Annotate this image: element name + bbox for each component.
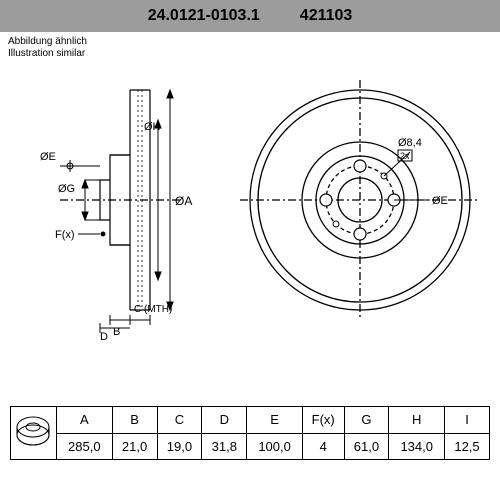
col-C: C (157, 407, 202, 434)
disc-icon (13, 411, 53, 455)
label-E-front: ØE (432, 195, 448, 207)
subtitle-en: Illustration similar (8, 48, 87, 60)
label-E-side: ØE (40, 151, 56, 163)
col-B: B (112, 407, 157, 434)
label-A: ØA (175, 194, 192, 208)
label-G: ØG (58, 183, 75, 195)
table-header-row: A B C D E F(x) G H I (11, 407, 490, 434)
col-G: G (344, 407, 389, 434)
side-view: ØA ØH ØG ØE F(x) (0, 60, 220, 340)
label-C: C (MTH) (134, 304, 172, 315)
subtitle-de: Abbildung ähnlich (8, 36, 87, 48)
val-F: 4 (302, 433, 344, 460)
val-C: 19,0 (157, 433, 202, 460)
val-I: 12,5 (445, 433, 490, 460)
col-A: A (57, 407, 113, 434)
part-number-1: 24.0121-0103.1 (148, 7, 260, 25)
label-F: F(x) (55, 229, 75, 241)
val-E: 100,0 (247, 433, 303, 460)
part-number-2: 421103 (300, 7, 353, 25)
val-D: 31,8 (202, 433, 247, 460)
front-view: Ø8,4 2x ØE (230, 60, 490, 340)
table-value-row: 285,0 21,0 19,0 31,8 100,0 4 61,0 134,0 … (11, 433, 490, 460)
label-D: D (100, 331, 108, 340)
col-D: D (202, 407, 247, 434)
col-F: F(x) (302, 407, 344, 434)
dimension-table: A B C D E F(x) G H I 285,0 21,0 19,0 31,… (10, 406, 490, 460)
table-icon-cell (11, 407, 57, 460)
val-H: 134,0 (389, 433, 445, 460)
val-A: 285,0 (57, 433, 113, 460)
val-G: 61,0 (344, 433, 389, 460)
label-small-hole-count: 2x (400, 151, 410, 161)
technical-drawing: ØA ØH ØG ØE F(x) (0, 60, 500, 360)
col-I: I (445, 407, 490, 434)
header-bar: 24.0121-0103.1 421103 (0, 0, 500, 32)
col-H: H (389, 407, 445, 434)
col-E: E (247, 407, 303, 434)
label-H: ØH (144, 121, 161, 133)
label-small-hole: Ø8,4 (398, 137, 422, 149)
subtitle: Abbildung ähnlich Illustration similar (8, 36, 87, 60)
val-B: 21,0 (112, 433, 157, 460)
